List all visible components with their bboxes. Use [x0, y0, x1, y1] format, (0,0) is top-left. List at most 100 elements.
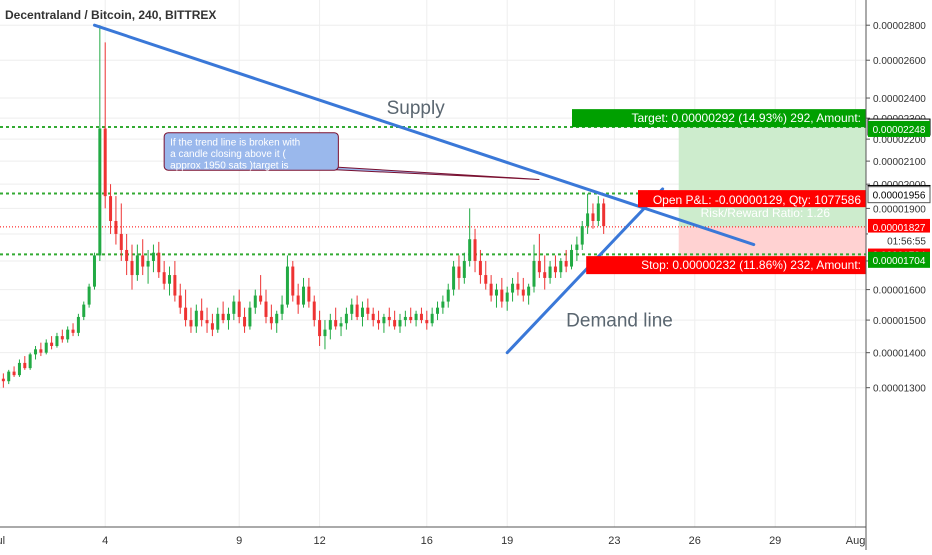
- callout-box[interactable]: [163, 132, 339, 171]
- candle-body: [419, 313, 423, 321]
- candle: [291, 260, 295, 302]
- candle-body: [355, 304, 359, 317]
- candle: [125, 233, 129, 276]
- candle: [462, 252, 466, 284]
- candle-body: [194, 310, 198, 327]
- candle: [98, 25, 102, 261]
- annotations-layer: Supply Demand line If the trend line is br…: [163, 98, 866, 331]
- candle-body: [436, 307, 440, 314]
- candle: [350, 298, 354, 321]
- candle-body: [114, 221, 118, 234]
- candle: [366, 298, 370, 321]
- candle-body: [334, 320, 338, 327]
- price-tag: 0.00001704: [868, 251, 930, 268]
- candle-body: [253, 295, 257, 308]
- candle-body: [119, 233, 123, 250]
- candle-body: [264, 301, 268, 317]
- stop-label-bg: [586, 256, 866, 275]
- candle: [168, 266, 172, 296]
- candle-body: [511, 283, 515, 293]
- candle: [259, 275, 263, 305]
- candle: [559, 258, 563, 278]
- candle: [200, 298, 204, 327]
- candle: [318, 310, 322, 346]
- demand-trendline[interactable]: [505, 187, 665, 355]
- candle-body: [157, 252, 161, 273]
- candle: [237, 289, 241, 324]
- candle: [553, 255, 557, 278]
- candle-body: [12, 371, 16, 376]
- candle: [527, 283, 531, 305]
- candle: [484, 260, 488, 290]
- x-tick-label: 9: [236, 535, 242, 547]
- candle-body: [462, 260, 466, 278]
- candle-body: [226, 313, 230, 321]
- candle: [248, 301, 252, 330]
- countdown-bg: [868, 232, 930, 249]
- candle: [194, 304, 198, 333]
- x-tick-label: 26: [689, 535, 701, 547]
- candles-layer: [1, 25, 606, 388]
- candle: [344, 307, 348, 330]
- candle-body: [141, 255, 145, 267]
- candle-body: [76, 316, 80, 333]
- candle: [173, 260, 177, 302]
- target-label-bg: [572, 109, 866, 128]
- candle: [339, 316, 343, 337]
- candle: [452, 260, 456, 296]
- candle-body: [505, 292, 509, 302]
- candle: [44, 339, 48, 355]
- candle-body: [457, 266, 461, 278]
- candle-body: [302, 286, 306, 305]
- candle: [1, 373, 5, 388]
- x-tick-label: 12: [313, 535, 325, 547]
- candle: [505, 286, 509, 311]
- candle-body: [494, 289, 498, 296]
- candle-body: [312, 301, 316, 321]
- x-tick-label: 23: [608, 535, 620, 547]
- candle: [189, 307, 193, 333]
- candle-body: [146, 260, 150, 267]
- candle-body: [441, 301, 445, 308]
- candle: [285, 255, 289, 308]
- candle-body: [430, 313, 434, 324]
- candle: [441, 295, 445, 314]
- candle: [489, 275, 493, 302]
- candle: [87, 283, 91, 308]
- candle-body: [468, 239, 472, 261]
- target-zone: [678, 127, 866, 227]
- candle-body: [221, 313, 225, 321]
- x-tick-label: 16: [421, 535, 433, 547]
- candle-body: [425, 320, 429, 324]
- y-tick-label: 0.00001400: [873, 349, 926, 360]
- demand-label: Demand line: [566, 310, 673, 331]
- candle-body: [564, 260, 568, 267]
- candle-body: [125, 249, 129, 261]
- candle-body: [602, 203, 606, 227]
- candle: [82, 301, 86, 321]
- candle: [296, 283, 300, 314]
- pnl-box: Open P&L: -0.00000129, Qty: 1077586Risk/…: [638, 190, 866, 220]
- candle: [334, 307, 338, 330]
- candle-body: [387, 316, 391, 321]
- x-tick-label: 19: [501, 535, 513, 547]
- candle: [586, 193, 590, 234]
- candle-body: [307, 286, 311, 302]
- candle-body: [189, 320, 193, 327]
- candle-body: [580, 226, 584, 245]
- candle: [436, 301, 440, 321]
- candle: [575, 236, 579, 261]
- trendlines-layer[interactable]: [92, 23, 756, 355]
- candle-body: [237, 301, 241, 317]
- candle: [382, 313, 386, 333]
- candle-body: [366, 307, 370, 314]
- candle: [92, 252, 96, 290]
- candle: [103, 42, 107, 209]
- x-tick-label: 4: [102, 535, 108, 547]
- candle: [548, 260, 552, 284]
- candle: [377, 310, 381, 330]
- target-label: Target: 0.00000292 (14.93%) 292, Amount:: [572, 109, 866, 128]
- candle: [12, 366, 16, 377]
